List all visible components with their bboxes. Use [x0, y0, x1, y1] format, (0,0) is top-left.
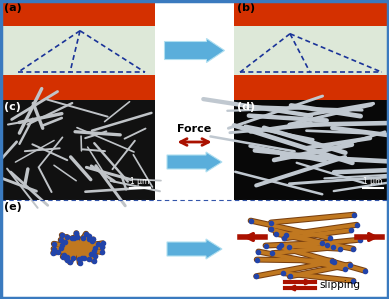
FancyArrow shape: [165, 39, 224, 62]
Text: 1 μm: 1 μm: [363, 177, 383, 186]
Bar: [234, 26, 388, 75]
Bar: [1, 75, 155, 100]
Bar: [234, 75, 388, 100]
FancyArrow shape: [167, 152, 222, 172]
Text: slipping: slipping: [319, 280, 360, 290]
Bar: [1, 26, 155, 75]
Bar: [155, 1, 234, 298]
Bar: [1, 200, 388, 298]
Text: (c): (c): [4, 102, 21, 112]
Text: (a): (a): [4, 3, 22, 13]
Text: (b): (b): [237, 3, 255, 13]
Bar: [234, 100, 388, 200]
Text: (e): (e): [4, 202, 22, 212]
Text: 1 μm: 1 μm: [130, 177, 150, 186]
Bar: [234, 1, 388, 26]
Bar: [1, 100, 155, 200]
Bar: [1, 1, 155, 26]
Text: Force: Force: [177, 124, 212, 134]
Text: (d): (d): [237, 102, 255, 112]
FancyArrow shape: [167, 239, 222, 259]
